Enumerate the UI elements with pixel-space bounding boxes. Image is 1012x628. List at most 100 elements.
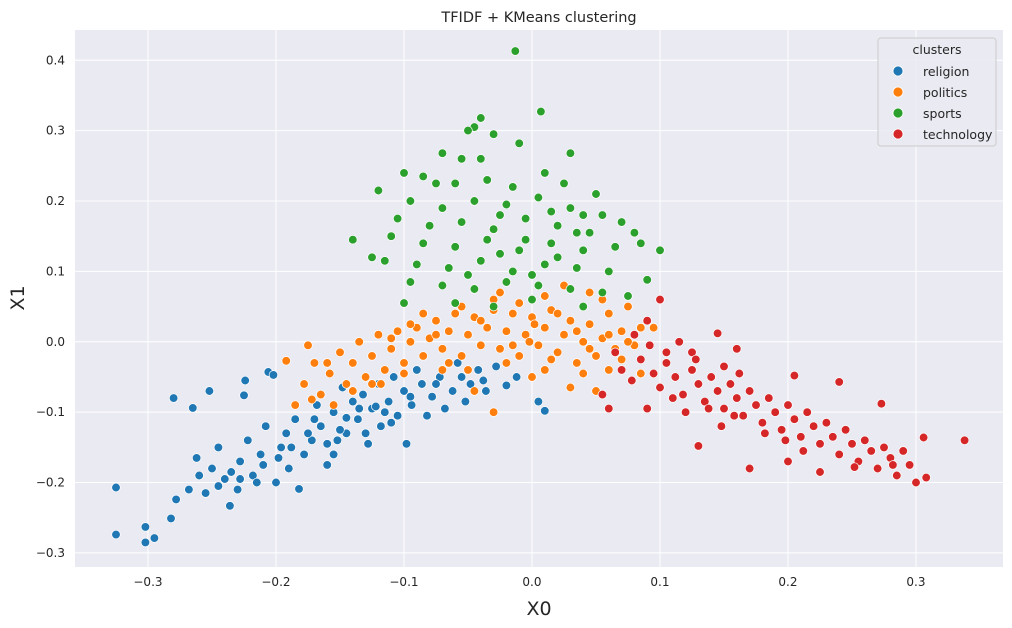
point-religion — [386, 418, 396, 428]
point-religion — [422, 411, 432, 421]
point-religion — [348, 396, 358, 407]
point-sports — [591, 189, 601, 199]
point-sports — [373, 185, 384, 196]
point-religion — [360, 428, 371, 438]
point-politics — [444, 358, 454, 368]
point-technology — [834, 377, 844, 387]
y-tick-label: −0.1 — [36, 405, 65, 419]
point-politics — [290, 400, 300, 410]
legend-label-sports: sports — [923, 106, 962, 121]
point-sports — [418, 171, 428, 182]
point-technology — [642, 403, 652, 414]
point-religion — [276, 442, 286, 453]
legend-marker-politics — [892, 86, 904, 98]
point-politics — [623, 301, 633, 312]
point-politics — [604, 365, 614, 375]
point-sports — [546, 206, 556, 217]
point-religion — [460, 396, 471, 407]
point-religion — [335, 425, 345, 435]
point-sports — [514, 138, 524, 148]
point-politics — [546, 354, 556, 365]
point-religion — [188, 403, 198, 413]
point-sports — [655, 245, 665, 255]
point-politics — [418, 308, 428, 319]
point-politics — [405, 319, 416, 329]
point-technology — [783, 456, 793, 467]
point-technology — [744, 386, 755, 396]
point-politics — [437, 344, 448, 354]
point-technology — [798, 446, 808, 456]
point-sports — [424, 221, 435, 231]
x-tick-labels: −0.3 −0.2 −0.1 0.0 0.1 0.2 0.3 — [133, 575, 925, 589]
point-politics — [392, 326, 403, 336]
point-politics — [636, 368, 646, 379]
point-religion — [268, 370, 279, 380]
point-religion — [111, 529, 121, 540]
point-politics — [584, 344, 595, 354]
point-sports — [508, 266, 518, 277]
point-sports — [488, 129, 499, 139]
point-sports — [629, 228, 640, 238]
point-politics — [380, 365, 390, 375]
point-sports — [437, 280, 448, 291]
point-politics — [316, 389, 326, 400]
y-tick-label: 0.0 — [46, 335, 65, 349]
point-sports — [565, 148, 576, 158]
point-sports — [520, 235, 531, 245]
point-politics — [399, 358, 409, 368]
series-politics — [281, 280, 659, 417]
point-religion — [501, 380, 512, 391]
point-technology — [879, 442, 889, 453]
point-politics — [469, 386, 480, 396]
point-politics — [501, 358, 512, 368]
point-religion — [383, 396, 394, 407]
point-religion — [511, 372, 522, 382]
point-religion — [358, 389, 368, 400]
point-sports — [514, 245, 524, 255]
point-politics — [463, 330, 473, 340]
point-sports — [623, 291, 633, 301]
point-sports — [559, 178, 569, 189]
point-religion — [171, 494, 181, 505]
point-politics — [386, 333, 396, 343]
point-politics — [636, 323, 646, 333]
point-politics — [524, 337, 535, 347]
y-tick-label: 0.1 — [46, 264, 65, 278]
point-religion — [149, 533, 160, 543]
point-technology — [959, 435, 970, 445]
point-religion — [207, 463, 217, 474]
point-religion — [111, 482, 121, 493]
series-technology — [597, 294, 970, 488]
x-tick-label: −0.3 — [133, 575, 162, 589]
point-sports — [482, 235, 492, 245]
point-sports — [450, 178, 460, 189]
point-religion — [281, 428, 291, 438]
point-sports — [437, 148, 448, 158]
point-politics — [616, 326, 627, 336]
legend-box — [877, 37, 997, 147]
point-politics — [552, 347, 563, 357]
point-technology — [636, 354, 646, 365]
point-politics — [354, 337, 364, 347]
point-religion — [235, 456, 245, 467]
x-tick-label: 0.1 — [650, 575, 669, 589]
point-politics — [488, 407, 499, 417]
point-religion — [456, 372, 467, 382]
point-politics — [335, 347, 345, 357]
legend-title: clusters — [912, 42, 961, 57]
point-sports — [552, 221, 563, 231]
point-technology — [661, 358, 672, 368]
point-politics — [367, 351, 377, 361]
point-sports — [616, 217, 627, 227]
point-sports — [578, 245, 588, 255]
point-sports — [520, 213, 531, 224]
point-technology — [655, 294, 665, 305]
point-politics — [376, 379, 386, 389]
point-politics — [514, 351, 524, 361]
point-technology — [661, 347, 672, 357]
point-religion — [406, 400, 417, 410]
point-religion — [389, 372, 399, 382]
point-politics — [540, 291, 550, 301]
point-technology — [629, 330, 640, 340]
point-technology — [898, 446, 908, 456]
